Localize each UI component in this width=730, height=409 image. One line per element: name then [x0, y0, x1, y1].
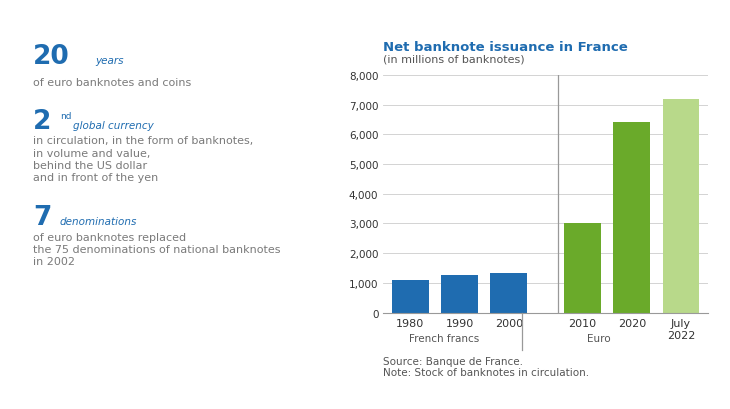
Text: (in millions of banknotes): (in millions of banknotes) — [383, 54, 525, 64]
Text: Source: Banque de France.
Note: Stock of banknotes in circulation.: Source: Banque de France. Note: Stock of… — [383, 356, 589, 378]
Text: in circulation, in the form of banknotes,: in circulation, in the form of banknotes… — [33, 136, 253, 146]
Text: the 75 denominations of national banknotes: the 75 denominations of national banknot… — [33, 244, 280, 254]
Text: behind the US dollar: behind the US dollar — [33, 160, 147, 171]
Text: Euro: Euro — [587, 333, 610, 343]
Text: in volume and value,: in volume and value, — [33, 148, 150, 158]
Bar — [663, 99, 699, 313]
Text: denominations: denominations — [60, 217, 137, 227]
Text: global currency: global currency — [73, 121, 154, 131]
Text: nd: nd — [60, 112, 72, 121]
Bar — [441, 276, 478, 313]
Text: Net banknote issuance in France: Net banknote issuance in France — [383, 41, 628, 54]
Text: of euro banknotes replaced: of euro banknotes replaced — [33, 232, 186, 242]
Text: years: years — [95, 55, 123, 65]
Text: 7: 7 — [33, 205, 51, 231]
Text: 20: 20 — [33, 43, 69, 70]
Text: of euro banknotes and coins: of euro banknotes and coins — [33, 78, 191, 88]
Bar — [392, 280, 429, 313]
Text: in 2002: in 2002 — [33, 256, 75, 267]
Bar — [613, 123, 650, 313]
Text: 2: 2 — [33, 109, 51, 135]
Bar — [491, 273, 527, 313]
Text: French francs: French francs — [409, 333, 479, 343]
Text: and in front of the yen: and in front of the yen — [33, 173, 158, 183]
Bar — [564, 224, 601, 313]
